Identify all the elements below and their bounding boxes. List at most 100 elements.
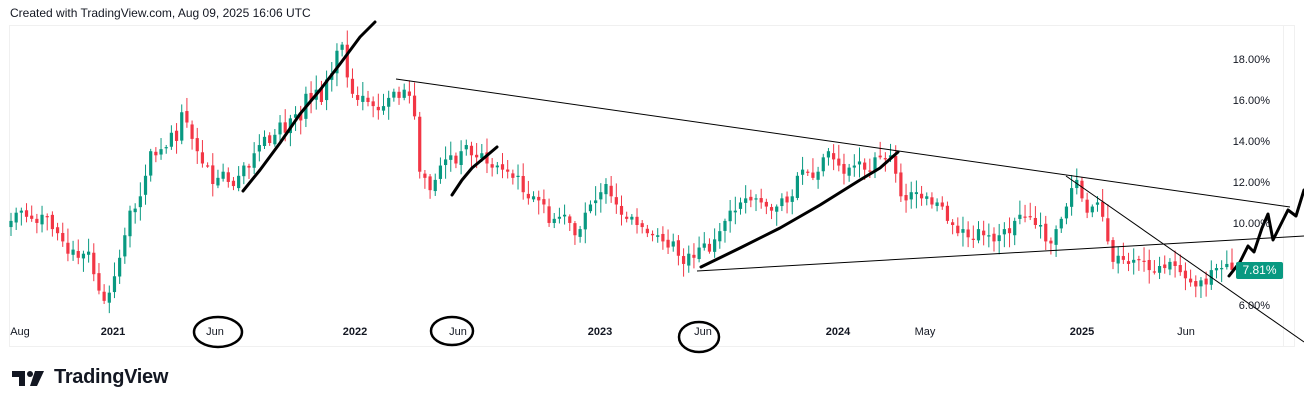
candle-body <box>681 256 686 264</box>
candle-body <box>713 239 717 252</box>
candle-body <box>692 254 696 258</box>
candle-body <box>1059 218 1063 229</box>
candle-body <box>878 155 882 158</box>
candle-body <box>50 214 54 230</box>
candle-body <box>935 202 939 206</box>
candle-body <box>1178 265 1182 273</box>
candle-body <box>857 161 862 165</box>
candle-body <box>562 214 567 217</box>
candle-body <box>785 196 789 203</box>
candle-body <box>759 198 763 203</box>
tradingview-logo[interactable]: TradingView <box>12 366 168 389</box>
candle-body <box>1189 278 1193 283</box>
candle-body <box>361 95 365 102</box>
candle-body <box>143 175 148 195</box>
candle-body <box>9 220 13 228</box>
freehand-drawing <box>699 150 900 269</box>
candle-body <box>1106 218 1110 242</box>
candle-body <box>599 192 603 200</box>
candle-body <box>542 199 546 205</box>
candle-body <box>459 151 463 166</box>
candle-body <box>1007 228 1012 234</box>
candle-body <box>992 233 996 242</box>
candle-body <box>506 169 510 172</box>
candle-body <box>1044 223 1048 242</box>
candle-body <box>216 177 220 186</box>
candle-body <box>754 198 758 200</box>
candle-body <box>278 122 282 135</box>
time-axis-label: Jun <box>694 326 712 338</box>
candle-body <box>790 196 794 202</box>
candle-body <box>1137 259 1141 261</box>
candle-body <box>366 97 370 102</box>
candle-body <box>1023 216 1027 218</box>
time-axis-label: 2025 <box>1069 326 1095 338</box>
candle-body <box>123 235 127 257</box>
candle-body <box>319 88 324 102</box>
candle-body <box>656 235 660 237</box>
candle-body <box>407 91 411 96</box>
candle-body <box>154 151 158 156</box>
candle-body <box>723 220 727 231</box>
candle-body <box>237 175 241 189</box>
candle-body <box>1111 240 1115 262</box>
candle-body <box>775 206 779 212</box>
candle-body <box>87 251 91 255</box>
candle-body <box>128 210 132 237</box>
candle-body <box>1090 206 1094 213</box>
candle-body <box>112 276 117 293</box>
circle-annotation <box>429 315 475 347</box>
candle-body <box>666 239 670 248</box>
candle-body <box>1194 281 1198 287</box>
candle-body <box>1002 229 1006 235</box>
candle-body <box>982 230 986 236</box>
candle-body <box>350 78 355 94</box>
candle-body <box>309 92 313 100</box>
candle-body <box>1173 261 1177 266</box>
time-axis-label: May <box>914 326 936 338</box>
candle-body <box>1013 220 1017 236</box>
time-axis-label: 2021 <box>100 326 126 338</box>
candle-body <box>971 238 975 240</box>
candle-body <box>547 206 551 223</box>
candle-body <box>1142 260 1146 262</box>
candle-body <box>40 214 44 225</box>
candle-body <box>454 155 458 164</box>
candle-body <box>1121 256 1125 260</box>
candle-body <box>299 113 303 121</box>
price-axis-label: 10.00% <box>1232 218 1270 230</box>
candle-body <box>345 44 349 78</box>
candle-body <box>537 196 541 201</box>
candle-body <box>738 202 743 209</box>
candle-body <box>806 171 810 173</box>
candle-body <box>242 165 246 177</box>
candle-body <box>832 153 836 160</box>
candle-body <box>356 95 360 100</box>
time-axis-label: Jun <box>206 326 224 338</box>
candle-body <box>1028 216 1032 218</box>
candle-body <box>1049 240 1053 244</box>
candle-body <box>733 210 737 213</box>
candle-body <box>578 229 582 237</box>
candle-body <box>55 227 60 234</box>
candle-body <box>1163 264 1167 269</box>
candle-body <box>909 192 913 200</box>
candle-body <box>118 257 122 277</box>
candle-body <box>1204 278 1208 285</box>
candle-body <box>138 196 142 208</box>
candle-body <box>661 233 665 242</box>
candle-body <box>821 157 825 172</box>
candle-body <box>883 158 887 160</box>
candle-body <box>252 153 256 168</box>
created-with-caption: Created with TradingView.com, Aug 09, 20… <box>10 6 311 20</box>
candle-body <box>961 229 965 233</box>
freehand-drawing <box>1227 188 1304 278</box>
candle-body <box>744 198 748 203</box>
time-axis-label: 2023 <box>587 326 613 338</box>
candle-body <box>583 212 587 230</box>
candle-body <box>485 152 489 164</box>
candle-body <box>81 253 86 259</box>
candle-body <box>573 223 577 236</box>
candle-body <box>469 145 474 156</box>
